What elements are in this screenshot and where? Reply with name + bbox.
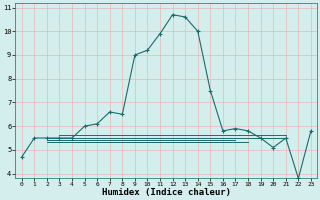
X-axis label: Humidex (Indice chaleur): Humidex (Indice chaleur) xyxy=(102,188,231,197)
